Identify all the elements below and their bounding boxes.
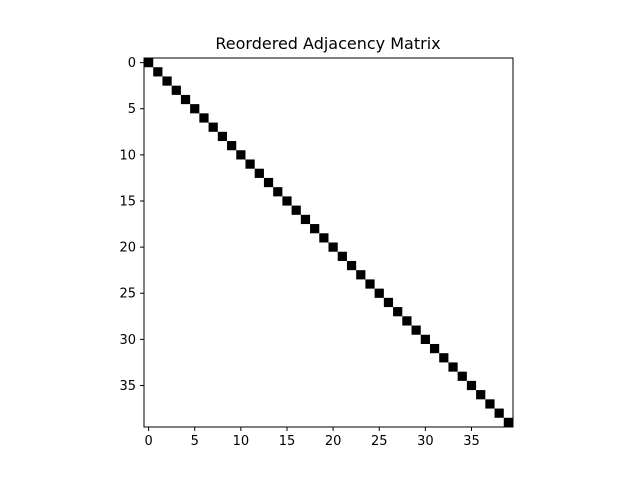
matrix-cell [420,334,430,344]
matrix-cell [254,168,264,178]
chart-title: Reordered Adjacency Matrix [215,34,440,53]
matrix-cell [328,242,338,252]
matrix-cell [273,187,283,197]
y-axis-ticks: 0 5 10 15 20 25 30 35 [119,56,144,394]
matrix-cell [300,214,311,225]
matrix-cell [144,58,154,68]
matrix-cell [245,159,255,169]
matrix-cell [153,67,163,77]
matrix-cell [337,251,347,261]
matrix-cell [171,85,181,95]
matrix-cell [365,279,375,289]
x-tick-label: 10 [233,434,250,449]
matrix-cell [208,122,218,132]
y-tick-label: 15 [119,194,136,209]
matrix-cell [429,343,440,354]
matrix-cell [199,113,209,123]
matrix-cell [476,390,486,400]
y-tick-label: 0 [128,56,136,71]
matrix-cell [393,307,403,317]
matrix-cell [485,399,495,409]
x-tick-label: 35 [463,434,480,449]
matrix-cell [402,316,412,326]
matrix-cell [319,233,329,243]
plot-frame [143,57,514,428]
x-tick-label: 20 [325,434,342,449]
matrix-cell [291,205,301,215]
matrix-cell [457,371,467,381]
x-axis-ticks: 0 5 10 15 20 25 30 35 [144,427,480,449]
matrix-cell [162,76,172,86]
x-tick-label: 30 [417,434,434,449]
y-tick-label: 20 [119,241,136,256]
y-tick-label: 25 [119,287,136,302]
matrix-cell [190,104,200,114]
matrix-cell [236,150,246,160]
y-tick-label: 30 [119,333,136,348]
matrix-cell [448,362,458,372]
matrix-cell [310,224,320,234]
x-tick-label: 15 [279,434,296,449]
matrix-cell [383,297,394,308]
matrix-cell [356,270,366,280]
matrix-cell [282,196,292,206]
matrix-cell [466,380,477,391]
matrix-cell [346,260,357,271]
x-tick-label: 0 [144,434,152,449]
matrix-cell [439,353,449,363]
matrix-cell [227,141,237,151]
y-tick-label: 10 [119,148,136,163]
y-tick-label: 35 [119,379,136,394]
matrix-cell [494,408,504,418]
matrix-cell [180,94,191,105]
x-tick-label: 5 [191,434,199,449]
matrix-cell [503,417,513,427]
y-tick-label: 5 [128,102,136,117]
x-tick-label: 25 [371,434,388,449]
matrix-cell [263,177,274,188]
matrix-cell [217,131,228,142]
matrix-cell [374,288,384,298]
matrix-cell [411,325,421,335]
matrix-cells [144,58,513,427]
